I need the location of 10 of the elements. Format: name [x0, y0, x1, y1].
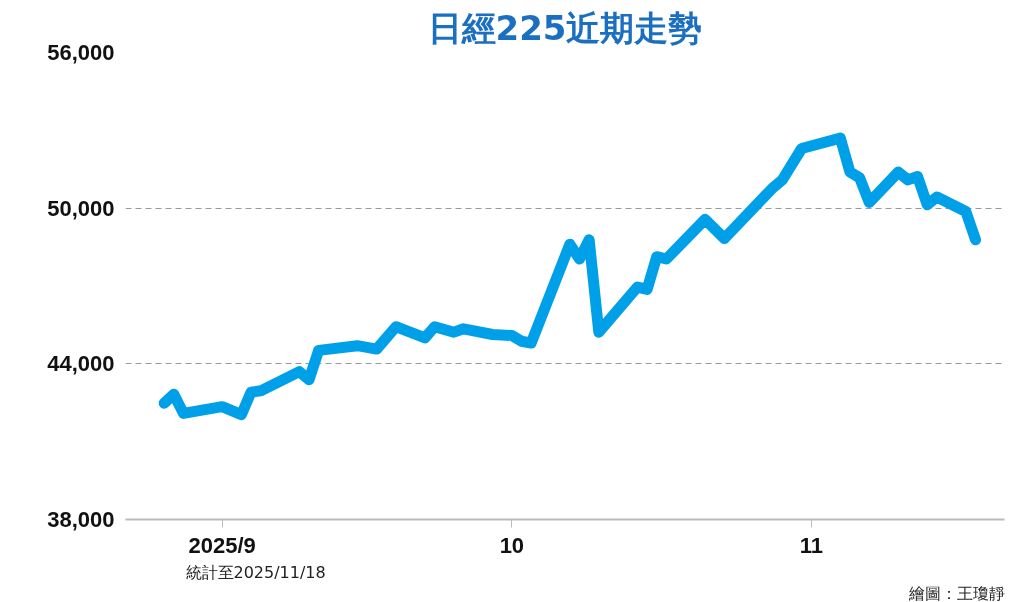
x-tick-label: 2025/9 [188, 532, 256, 558]
text: 統計至2025/11/18 [185, 562, 326, 582]
x-tick-label: 10 [499, 532, 525, 558]
y-tick-label: 44,000 [47, 351, 115, 377]
y-tick-label: 50,000 [47, 195, 115, 221]
y-tick-label: 38,000 [47, 507, 115, 532]
text: 繪圖：王瓊靜 [907, 583, 1005, 602]
chart-title: 日經225近期走勢 [427, 7, 703, 48]
y-tick-label: 56,000 [47, 40, 115, 65]
x-tick-label: 11 [799, 532, 823, 558]
